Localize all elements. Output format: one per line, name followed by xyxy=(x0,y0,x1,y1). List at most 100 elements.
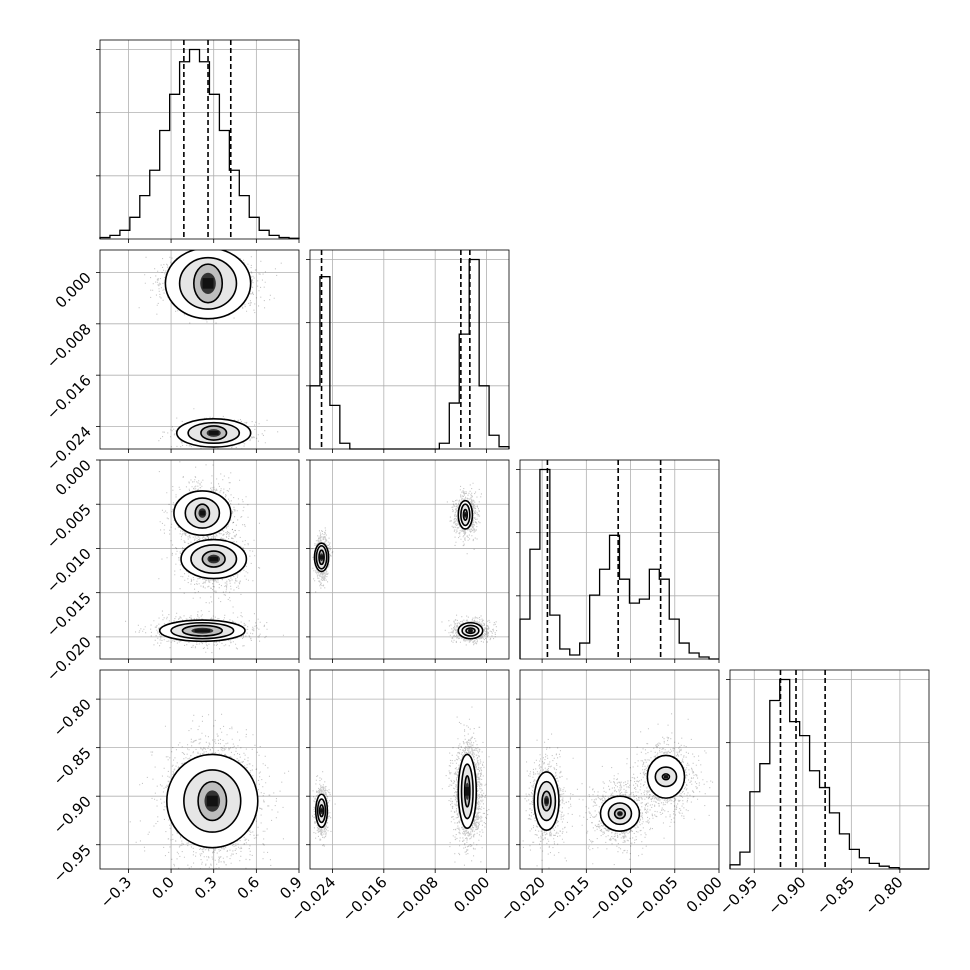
histogram-bar xyxy=(770,701,780,869)
x-tick-label: 0.000 xyxy=(450,873,493,916)
density-peak xyxy=(208,431,219,435)
density-peak xyxy=(663,775,669,779)
x-tick-label: −0.85 xyxy=(813,873,858,918)
pair-panel-2-3 xyxy=(520,670,719,869)
histogram-bar xyxy=(859,858,869,869)
histogram-bar xyxy=(190,49,200,239)
histogram-bar xyxy=(340,443,350,449)
histogram-bar xyxy=(639,599,649,659)
histogram-step xyxy=(519,468,719,660)
panel-frame xyxy=(729,669,930,870)
pair-panel-0-3 xyxy=(100,670,299,869)
histogram-bar xyxy=(560,649,570,659)
density-peak xyxy=(202,278,214,289)
histogram-bar xyxy=(760,764,770,869)
x-tick-label: −0.90 xyxy=(764,873,809,918)
histogram-bar xyxy=(740,852,750,869)
histogram-bar xyxy=(130,217,140,239)
histogram-bar xyxy=(219,130,229,239)
density-peak xyxy=(199,510,206,516)
histogram-step xyxy=(99,48,300,239)
histogram-bar xyxy=(449,403,459,449)
histogram-step xyxy=(309,258,510,450)
histogram-bar xyxy=(160,130,170,239)
diag-panel-2 xyxy=(516,459,720,663)
y-tick-label: −0.90 xyxy=(50,792,95,837)
y-tick-label: −0.015 xyxy=(43,589,95,641)
x-tick-label: −0.008 xyxy=(390,873,442,925)
histogram-bar xyxy=(669,619,679,659)
histogram-bar xyxy=(800,736,810,869)
density-peak xyxy=(468,629,473,633)
x-tick-label: −0.015 xyxy=(541,873,593,925)
histogram-bar xyxy=(810,771,820,869)
y-tick-label: −0.016 xyxy=(43,371,95,423)
y-tick-label: −0.008 xyxy=(43,320,95,372)
y-tick-label: −0.020 xyxy=(43,633,95,685)
histogram-step xyxy=(729,678,929,870)
pair-frame-0-2 xyxy=(96,459,300,663)
diag-panel-3 xyxy=(726,669,930,873)
histogram-bar xyxy=(140,196,150,239)
histogram-bar xyxy=(689,653,699,659)
pair-frame-2-3 xyxy=(516,669,720,873)
y-tick-label: −0.85 xyxy=(50,744,95,789)
histogram-bar xyxy=(249,217,259,239)
x-tick-label: −0.80 xyxy=(861,873,906,918)
histogram-bar xyxy=(459,334,469,449)
histogram-bar xyxy=(750,792,760,869)
panel-frame xyxy=(99,459,300,660)
histogram-bar xyxy=(580,643,590,659)
x-tick-label: −0.020 xyxy=(497,873,549,925)
density-peak xyxy=(319,555,324,560)
histogram-bar xyxy=(550,615,560,659)
x-tick-label: 0.6 xyxy=(234,873,264,903)
y-tick-label: −0.005 xyxy=(43,500,95,552)
histogram-bar xyxy=(489,435,499,449)
density-peak xyxy=(206,795,218,807)
x-tick-label: −0.95 xyxy=(716,873,761,918)
panel-frame xyxy=(519,459,720,660)
density-peak xyxy=(319,809,324,813)
x-tick-label: 0.0 xyxy=(148,873,178,903)
histogram-bar xyxy=(469,259,479,449)
histogram-bar xyxy=(439,443,449,449)
pair-frame-0-3 xyxy=(96,669,300,873)
pair-frame-0-1 xyxy=(96,249,300,453)
histogram-bar xyxy=(620,579,630,659)
histogram-bar xyxy=(150,170,160,239)
x-tick-label: −0.3 xyxy=(97,873,135,911)
x-tick-label: −0.005 xyxy=(630,873,682,925)
panel-frame xyxy=(99,669,300,870)
histogram-bar xyxy=(479,386,489,449)
y-tick-label: −0.010 xyxy=(43,545,95,597)
density-peak xyxy=(463,513,468,517)
panel-frame xyxy=(309,669,510,870)
density-peak xyxy=(465,787,470,796)
diag-panel-1 xyxy=(306,249,510,453)
histogram-bar xyxy=(869,863,879,869)
pair-panel-1-2 xyxy=(310,460,509,659)
x-tick-label: 0.3 xyxy=(191,873,221,903)
histogram-bar xyxy=(790,722,800,869)
histogram-bar xyxy=(310,386,320,449)
scatter-points xyxy=(576,763,672,869)
y-tick-label: −0.80 xyxy=(50,695,95,740)
pair-panel-0-1 xyxy=(100,250,299,449)
pair-frame-1-2 xyxy=(306,459,510,663)
pair-frame-1-3 xyxy=(306,669,510,873)
pair-panel-0-2 xyxy=(100,460,299,659)
x-tick-label: −0.016 xyxy=(339,873,391,925)
histogram-bar xyxy=(540,469,550,659)
diag-panel-0 xyxy=(96,39,300,243)
panel-frame xyxy=(99,249,300,450)
histogram-bar xyxy=(849,849,859,869)
density-peak xyxy=(544,798,549,804)
density-peak xyxy=(617,812,623,816)
tick-labels: −0.3 0.0 0.3 0.6 0.9−0.024 −0.016 −0.008 0.000−… xyxy=(43,269,907,926)
histogram-bar xyxy=(520,619,530,659)
panel-frame xyxy=(309,249,510,450)
density-peak xyxy=(209,556,219,562)
y-tick-label: 0.000 xyxy=(52,269,95,312)
